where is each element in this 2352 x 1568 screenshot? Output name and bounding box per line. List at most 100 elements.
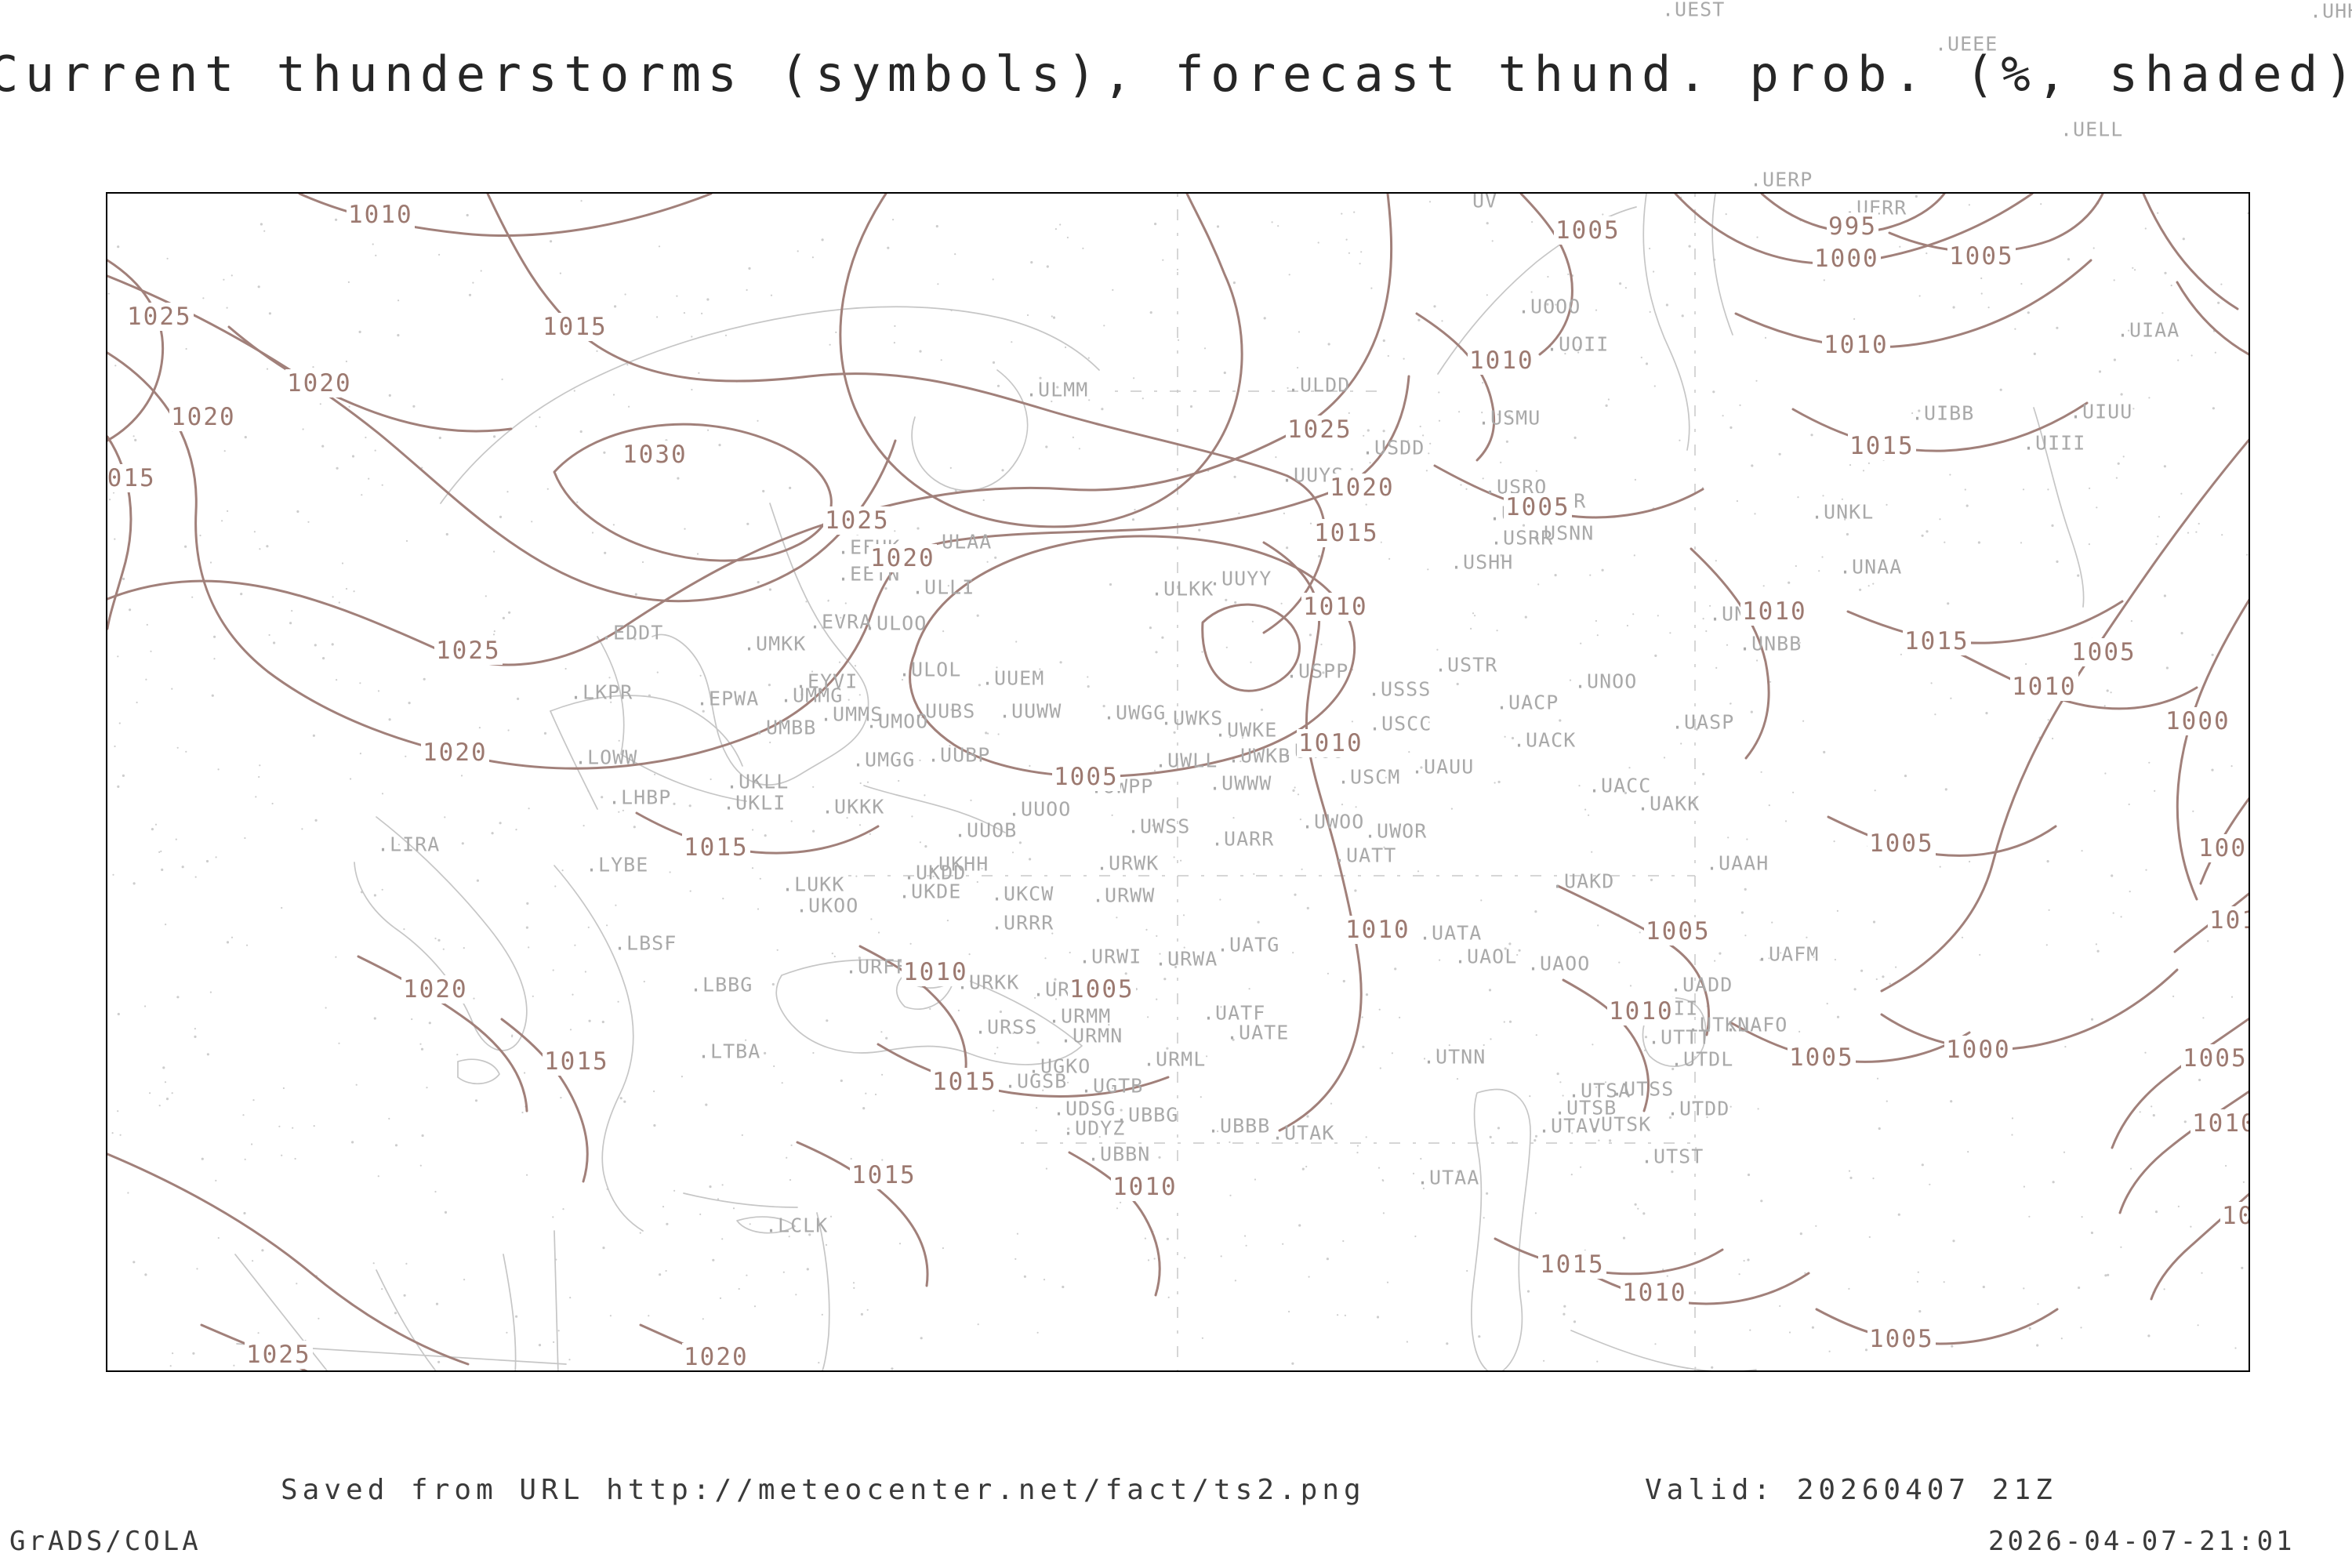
speckle-dot	[355, 1083, 358, 1086]
station-label: .USCC	[1369, 712, 1432, 735]
speckle-dot	[1811, 1326, 1814, 1329]
speckle-dot	[698, 372, 700, 374]
speckle-dot	[1365, 503, 1367, 506]
speckle-dot	[2180, 492, 2183, 495]
speckle-dot	[419, 1043, 422, 1045]
speckle-dot	[1657, 615, 1659, 617]
speckle-dot	[1014, 1258, 1017, 1260]
speckle-dot	[1433, 305, 1436, 308]
speckle-dot	[746, 1274, 748, 1276]
contour-label: 1025	[245, 1341, 313, 1369]
speckle-dot	[688, 804, 691, 808]
speckle-dot	[574, 944, 576, 946]
isobar-path	[2176, 281, 2249, 356]
isobar-path	[107, 351, 1410, 770]
speckle-dot	[994, 1052, 996, 1054]
speckle-dot	[1768, 957, 1770, 960]
isobar-path	[909, 535, 1356, 778]
speckle-dot	[2163, 465, 2166, 468]
speckle-dot	[1354, 889, 1357, 892]
speckle-dot	[1952, 306, 1955, 309]
speckle-dot	[521, 1111, 524, 1114]
speckle-dot	[790, 1144, 793, 1146]
speckle-dot	[1886, 503, 1888, 506]
contour-label: 1015	[682, 833, 750, 862]
speckle-dot	[1508, 414, 1511, 418]
speckle-dot	[1458, 411, 1461, 413]
speckle-dot	[1382, 339, 1385, 343]
speckle-dot	[1116, 916, 1118, 919]
speckle-dot	[257, 285, 260, 289]
station-label: .UTSA	[1568, 1079, 1632, 1102]
speckle-dot	[564, 667, 567, 670]
speckle-dot	[773, 1065, 775, 1068]
contour-label: 1000	[1944, 1036, 2013, 1064]
speckle-dot	[456, 1054, 459, 1056]
speckle-dot	[1833, 840, 1835, 843]
speckle-dot	[1342, 1240, 1345, 1243]
speckle-dot	[1967, 1151, 1969, 1153]
speckle-dot	[1634, 1203, 1637, 1206]
speckle-dot	[1478, 1335, 1481, 1338]
speckle-dot	[375, 254, 377, 256]
contour-label: 1010	[1607, 997, 1675, 1025]
speckle-dot	[1039, 376, 1042, 379]
speckle-dot	[473, 997, 475, 1000]
speckle-dot	[626, 364, 629, 366]
speckle-dot	[866, 781, 869, 783]
station-label: .UMMS	[820, 702, 884, 726]
speckle-dot	[653, 1123, 656, 1127]
station-label: .UTAA	[1417, 1166, 1480, 1189]
speckle-dot	[982, 499, 985, 502]
station-label: .UATT	[1334, 844, 1397, 867]
speckle-dot	[1288, 1310, 1290, 1313]
speckle-dot	[134, 438, 137, 442]
station-label: .USCM	[1338, 765, 1401, 789]
speckle-dot	[144, 1005, 147, 1007]
contour-label: 1010	[2010, 673, 2078, 701]
speckle-dot	[2056, 326, 2059, 329]
speckle-dot	[1836, 909, 1838, 912]
speckle-dot	[1918, 409, 1921, 412]
speckle-dot	[825, 1243, 828, 1246]
speckle-dot	[2122, 456, 2125, 458]
speckle-dot	[1595, 619, 1597, 622]
speckle-dot	[122, 577, 125, 581]
speckle-dot	[2165, 666, 2169, 670]
speckle-dot	[1921, 534, 1924, 537]
speckle-dot	[1378, 1008, 1381, 1011]
speckle-dot	[1219, 898, 1221, 901]
station-label: .UKLI	[723, 791, 786, 815]
speckle-dot	[2247, 212, 2249, 214]
speckle-dot	[151, 828, 154, 831]
speckle-dot	[263, 230, 266, 232]
contour-label: 1010	[1621, 1279, 1689, 1307]
speckle-dot	[1054, 978, 1057, 981]
speckle-dot	[2023, 1185, 2025, 1188]
contour-label: 1010	[1301, 593, 1370, 621]
contour-label: 1005	[2070, 638, 2138, 666]
speckle-dot	[368, 477, 370, 480]
speckle-dot	[1663, 757, 1666, 759]
speckle-dot	[2144, 1051, 2147, 1054]
speckle-dot	[2036, 1344, 2039, 1347]
speckle-dot	[718, 444, 721, 447]
speckle-dot	[335, 956, 337, 958]
speckle-dot	[132, 1261, 136, 1264]
speckle-dot	[1345, 238, 1348, 241]
speckle-dot	[771, 982, 775, 986]
speckle-dot	[1504, 947, 1507, 950]
speckle-dot	[528, 946, 530, 949]
speckle-dot	[2037, 1303, 2039, 1305]
speckle-dot	[1768, 804, 1770, 807]
speckle-dot	[112, 873, 114, 876]
speckle-dot	[1149, 311, 1152, 314]
speckle-dot	[748, 267, 751, 270]
station-label: .UASP	[1671, 710, 1735, 734]
speckle-dot	[2113, 358, 2116, 361]
speckle-dot	[1087, 676, 1089, 678]
speckle-dot	[719, 1297, 722, 1299]
speckle-dot	[2120, 916, 2122, 918]
speckle-dot	[885, 1036, 888, 1040]
speckle-dot	[1054, 998, 1058, 1000]
